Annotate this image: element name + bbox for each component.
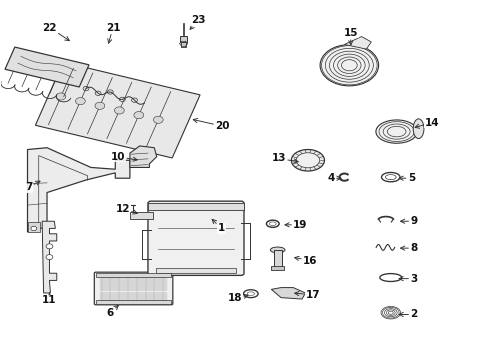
Bar: [273, 250, 281, 268]
Ellipse shape: [375, 120, 416, 143]
Circle shape: [75, 98, 85, 105]
Circle shape: [95, 102, 104, 109]
Circle shape: [31, 226, 37, 230]
Bar: [181, 41, 185, 47]
Text: 23: 23: [190, 15, 205, 30]
Text: 8: 8: [400, 243, 417, 253]
Text: 9: 9: [400, 216, 417, 226]
Text: 16: 16: [294, 256, 317, 266]
Polygon shape: [344, 37, 370, 49]
Polygon shape: [42, 221, 57, 293]
Circle shape: [46, 244, 53, 249]
Text: 14: 14: [414, 118, 439, 128]
Ellipse shape: [291, 149, 324, 171]
Text: 18: 18: [227, 293, 247, 303]
Bar: [130, 212, 153, 220]
Text: 3: 3: [398, 274, 417, 284]
Circle shape: [153, 116, 163, 123]
Circle shape: [134, 112, 143, 119]
Polygon shape: [5, 47, 89, 87]
Text: 2: 2: [398, 310, 417, 319]
Text: 4: 4: [326, 173, 340, 183]
Ellipse shape: [412, 119, 423, 139]
Text: 19: 19: [285, 220, 307, 230]
Polygon shape: [130, 146, 157, 167]
Text: 17: 17: [294, 290, 320, 300]
Circle shape: [46, 255, 53, 260]
Text: 1: 1: [212, 219, 224, 233]
Bar: [148, 203, 243, 210]
Bar: [27, 222, 40, 232]
Bar: [271, 266, 284, 270]
Polygon shape: [271, 288, 305, 299]
Bar: [96, 273, 171, 277]
Text: 10: 10: [110, 152, 137, 162]
Circle shape: [114, 107, 124, 114]
Text: 13: 13: [271, 153, 298, 163]
FancyBboxPatch shape: [94, 272, 172, 305]
Ellipse shape: [270, 247, 285, 253]
Text: 12: 12: [115, 204, 137, 214]
Ellipse shape: [296, 153, 319, 168]
Text: 15: 15: [343, 28, 357, 45]
Text: 7: 7: [25, 181, 40, 192]
Text: 5: 5: [398, 173, 414, 183]
Text: 6: 6: [106, 305, 118, 318]
Text: 11: 11: [42, 293, 57, 305]
Ellipse shape: [320, 45, 378, 86]
Text: 21: 21: [105, 23, 120, 43]
FancyBboxPatch shape: [148, 201, 244, 275]
Circle shape: [56, 93, 66, 100]
Text: 22: 22: [42, 23, 69, 41]
Text: 20: 20: [193, 118, 229, 131]
Polygon shape: [27, 148, 130, 232]
Bar: [180, 36, 186, 42]
Bar: [156, 268, 236, 273]
Bar: [96, 300, 171, 304]
Polygon shape: [35, 62, 200, 158]
